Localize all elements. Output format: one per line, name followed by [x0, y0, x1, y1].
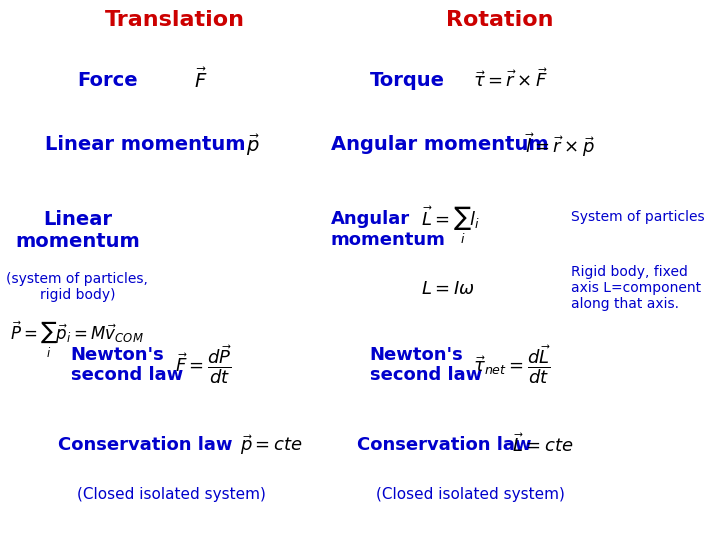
- Text: $\vec{L} = \sum_i l_i$: $\vec{L} = \sum_i l_i$: [421, 205, 480, 246]
- Text: Translation: Translation: [104, 10, 245, 30]
- Text: Conservation law: Conservation law: [58, 436, 233, 454]
- Text: $\vec{P} = \sum_i \vec{p}_i = M\vec{v}_{COM}$: $\vec{P} = \sum_i \vec{p}_i = M\vec{v}_{…: [10, 320, 144, 360]
- Text: Conservation law: Conservation law: [356, 436, 531, 454]
- Text: $L = I\omega$: $L = I\omega$: [421, 280, 475, 298]
- Text: Newton's
second law: Newton's second law: [369, 346, 482, 384]
- Text: $\vec{\tau}_{net} = \dfrac{d\vec{L}}{dt}$: $\vec{\tau}_{net} = \dfrac{d\vec{L}}{dt}…: [474, 344, 552, 386]
- Text: Linear momentum: Linear momentum: [45, 136, 246, 154]
- Text: Torque: Torque: [369, 71, 444, 90]
- Text: Newton's
second law: Newton's second law: [71, 346, 183, 384]
- Text: $\vec{l} = \vec{r} \times \vec{p}$: $\vec{l} = \vec{r} \times \vec{p}$: [526, 131, 595, 159]
- Text: $\vec{\tau} = \vec{r} \times \vec{F}$: $\vec{\tau} = \vec{r} \times \vec{F}$: [474, 69, 549, 91]
- Text: Rotation: Rotation: [446, 10, 553, 30]
- Text: Force: Force: [77, 71, 138, 90]
- Text: $\vec{p}$: $\vec{p}$: [246, 132, 260, 158]
- Text: Rigid body, fixed
axis L=component
along that axis.: Rigid body, fixed axis L=component along…: [571, 265, 701, 312]
- Text: (Closed isolated system): (Closed isolated system): [77, 488, 266, 503]
- Text: $\vec{F} = \dfrac{d\vec{P}}{dt}$: $\vec{F} = \dfrac{d\vec{P}}{dt}$: [175, 344, 231, 386]
- Text: Angular
momentum: Angular momentum: [330, 210, 446, 249]
- Text: $\vec{F}$: $\vec{F}$: [194, 68, 207, 92]
- Text: $\vec{p} = cte$: $\vec{p} = cte$: [240, 433, 302, 457]
- Text: (Closed isolated system): (Closed isolated system): [376, 488, 565, 503]
- Text: Angular momentum: Angular momentum: [330, 136, 548, 154]
- Text: $\vec{L} = cte$: $\vec{L} = cte$: [513, 434, 574, 456]
- Text: Linear
momentum: Linear momentum: [15, 210, 140, 251]
- Text: (system of particles,
rigid body): (system of particles, rigid body): [6, 272, 148, 302]
- Text: System of particles: System of particles: [571, 210, 704, 224]
